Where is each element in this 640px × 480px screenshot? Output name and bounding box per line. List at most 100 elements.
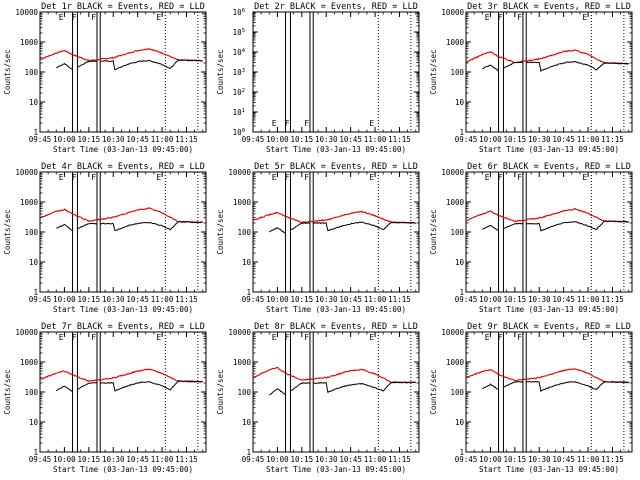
x-axis-label: Start Time (03-Jan-13 09:45:00) [53, 305, 193, 314]
flag-label: E [582, 13, 587, 22]
lld-series-line [39, 207, 203, 224]
x-tick-label: 11:00 [151, 455, 174, 464]
y-axis-label: Counts/sec [216, 369, 225, 414]
y-tick-label: 10000 [441, 168, 464, 177]
x-tick-label: 10:00 [479, 135, 502, 144]
lld-series-line [39, 48, 203, 62]
lld-series-line [252, 366, 417, 384]
y-tick-label: 104 [233, 48, 246, 57]
axes-frame [465, 11, 633, 133]
x-tick-label: 09:45 [455, 455, 478, 464]
y-axis-label: Counts/sec [216, 209, 225, 254]
panel-5: Det 5r BLACK = Events, RED = LLD 1 10 100 10… [216, 162, 420, 314]
axes-frame [252, 171, 420, 293]
events-series-line [269, 381, 416, 396]
flag-label: F [498, 173, 503, 182]
x-tick-label: 10:15 [291, 135, 314, 144]
panel-title: Det 7r BLACK = Events, RED = LLD [41, 322, 205, 332]
events-series-line [56, 220, 203, 232]
x-tick-label: 11:00 [577, 135, 600, 144]
y-tick-label: 1000 [446, 38, 465, 47]
y-tick-label: 10 [455, 98, 465, 107]
x-axis-label: Start Time (03-Jan-13 09:45:00) [479, 145, 619, 154]
flag-label: F [517, 173, 522, 182]
x-tick-label: 10:15 [291, 455, 314, 464]
x-tick-label: 10:45 [339, 455, 362, 464]
x-tick-label: 09:45 [29, 295, 52, 304]
flag-label: E [485, 13, 490, 22]
y-tick-label: 10000 [441, 8, 464, 17]
y-tick-label: 1 [459, 448, 464, 457]
x-tick-label: 11:00 [364, 295, 387, 304]
y-tick-label: 1 [33, 288, 38, 297]
y-axis-label: Counts/sec [429, 369, 438, 414]
y-axis-label: Counts/sec [216, 49, 225, 94]
panel-title: Det 8r BLACK = Events, RED = LLD [254, 322, 418, 332]
x-tick-label: 11:00 [364, 135, 387, 144]
x-axis-label: Start Time (03-Jan-13 09:45:00) [53, 465, 193, 474]
x-tick-label: 10:30 [528, 295, 551, 304]
y-tick-label: 100 [237, 228, 251, 237]
y-tick-label: 100 [24, 68, 38, 77]
x-tick-label: 11:00 [577, 455, 600, 464]
flag-label: E [369, 119, 374, 128]
y-tick-label: 100 [450, 388, 464, 397]
x-tick-label: 11:00 [151, 295, 174, 304]
flag-label: F [285, 119, 290, 128]
x-tick-label: 10:45 [126, 295, 149, 304]
x-tick-label: 10:45 [126, 135, 149, 144]
x-tick-label: 10:45 [126, 455, 149, 464]
y-tick-label: 100 [24, 228, 38, 237]
panel-title: Det 6r BLACK = Events, RED = LLD [467, 162, 631, 172]
x-tick-label: 09:45 [29, 135, 52, 144]
flag-label: E [485, 333, 490, 342]
y-tick-label: 10000 [228, 328, 251, 337]
events-series-line [55, 380, 203, 393]
y-tick-label: 1000 [20, 358, 39, 367]
lld-series-line [465, 368, 630, 384]
y-tick-label: 100 [233, 128, 245, 137]
x-tick-label: 10:45 [552, 455, 575, 464]
flag-label: E [272, 119, 277, 128]
x-tick-label: 11:00 [577, 295, 600, 304]
events-series-line [268, 221, 416, 234]
x-tick-label: 10:15 [78, 455, 101, 464]
x-tick-label: 10:15 [291, 295, 314, 304]
events-series-line [482, 380, 629, 393]
y-tick-label: 1000 [233, 198, 252, 207]
flag-label: E [156, 13, 161, 22]
x-tick-label: 10:15 [78, 295, 101, 304]
y-tick-label: 10 [455, 258, 465, 267]
x-tick-label: 10:45 [552, 295, 575, 304]
x-tick-label: 09:45 [29, 455, 52, 464]
y-tick-label: 10 [242, 258, 252, 267]
axes-frame [39, 331, 207, 453]
y-tick-label: 10000 [15, 328, 38, 337]
axes-frame [39, 11, 207, 133]
panel-9: Det 9r BLACK = Events, RED = LLD 1 10 100 10… [429, 322, 633, 474]
panel-title: Det 3r BLACK = Events, RED = LLD [467, 2, 631, 12]
flag-label: F [91, 173, 96, 182]
x-tick-label: 10:00 [53, 295, 76, 304]
panel-title: Det 4r BLACK = Events, RED = LLD [41, 162, 205, 172]
x-tick-label: 10:45 [552, 135, 575, 144]
flag-label: E [582, 173, 587, 182]
flag-label: E [485, 173, 490, 182]
x-tick-label: 11:15 [601, 295, 624, 304]
x-tick-label: 09:45 [242, 135, 265, 144]
x-tick-label: 10:00 [266, 135, 289, 144]
flag-label: F [91, 333, 96, 342]
x-tick-label: 11:15 [601, 455, 624, 464]
x-tick-label: 10:00 [266, 455, 289, 464]
panel-2: Det 2r BLACK = Events, RED = LLD 100 101 10… [216, 2, 420, 154]
x-tick-label: 10:30 [315, 295, 338, 304]
x-tick-label: 10:15 [504, 455, 527, 464]
y-tick-label: 10000 [15, 8, 38, 17]
x-tick-label: 11:15 [175, 135, 198, 144]
y-tick-label: 100 [450, 228, 464, 237]
x-tick-label: 10:45 [339, 295, 362, 304]
x-axis-label: Start Time (03-Jan-13 09:45:00) [266, 465, 406, 474]
flag-label: E [272, 173, 277, 182]
x-axis-label: Start Time (03-Jan-13 09:45:00) [266, 305, 406, 314]
x-tick-label: 09:45 [455, 295, 478, 304]
